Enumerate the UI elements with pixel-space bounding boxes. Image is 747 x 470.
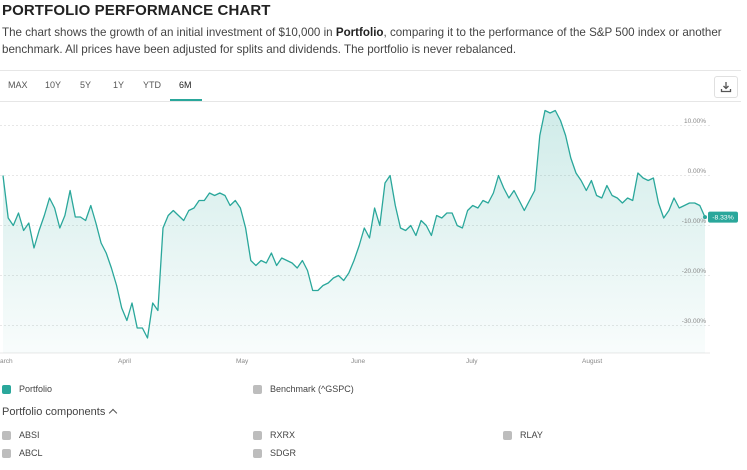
legend-portfolio-label: Portfolio <box>19 384 52 394</box>
x-tick-label: May <box>236 358 249 365</box>
tab-6m[interactable]: 6M <box>179 80 192 90</box>
chart-description: The chart shows the growth of an initial… <box>2 24 732 58</box>
component-label: SDGR <box>270 448 296 458</box>
components-header-label: Portfolio components <box>2 406 105 418</box>
component-label: RLAY <box>520 430 543 440</box>
desc-portfolio-name: Portfolio <box>336 26 384 39</box>
component-item[interactable]: SDGR <box>253 448 296 458</box>
x-tick-label: July <box>466 358 478 365</box>
page-title: PORTFOLIO PERFORMANCE CHART <box>2 2 271 19</box>
x-tick-label: arch <box>0 358 13 365</box>
legend-benchmark[interactable]: Benchmark (^GSPC) <box>253 384 354 394</box>
time-range-tabs: MAX 10Y 5Y 1Y YTD 6M <box>0 70 741 102</box>
legend-benchmark-swatch <box>253 385 262 394</box>
portfolio-area <box>3 111 705 354</box>
component-label: RXRX <box>270 430 295 440</box>
tab-ytd[interactable]: YTD <box>143 80 161 90</box>
component-item[interactable]: ABCL <box>2 448 43 458</box>
legend-benchmark-label: Benchmark (^GSPC) <box>270 384 354 394</box>
y-tick-label: 10.00% <box>684 118 706 125</box>
active-tab-indicator <box>170 99 202 101</box>
component-label: ABSI <box>19 430 40 440</box>
component-label: ABCL <box>19 448 43 458</box>
desc-text-1: The chart shows the growth of an initial… <box>2 26 336 39</box>
legend-portfolio-swatch <box>2 385 11 394</box>
y-tick-label: -20.00% <box>682 268 706 275</box>
tab-10y[interactable]: 10Y <box>45 80 61 90</box>
y-tick-label: -30.00% <box>682 318 706 325</box>
performance-chart[interactable]: 10.00% 0.00% -10.00% -20.00% -30.00% arch Apri… <box>0 103 747 373</box>
component-swatch <box>253 431 262 440</box>
tab-5y[interactable]: 5Y <box>80 80 91 90</box>
download-icon <box>720 81 732 93</box>
current-value-label: -8.33% <box>712 215 734 222</box>
y-tick-label: 0.00% <box>688 168 707 175</box>
component-swatch <box>2 431 11 440</box>
tab-1y[interactable]: 1Y <box>113 80 124 90</box>
component-swatch <box>2 449 11 458</box>
component-item[interactable]: ABSI <box>2 430 40 440</box>
tab-max[interactable]: MAX <box>8 80 28 90</box>
x-tick-label: April <box>118 358 132 365</box>
x-tick-label: June <box>351 358 365 365</box>
x-tick-label: August <box>582 358 602 365</box>
component-swatch <box>503 431 512 440</box>
chart-svg[interactable]: 10.00% 0.00% -10.00% -20.00% -30.00% arch Apri… <box>0 103 747 373</box>
portfolio-components-toggle[interactable]: Portfolio components <box>2 406 116 418</box>
download-button[interactable] <box>714 76 738 98</box>
y-tick-label: -10.00% <box>682 218 706 225</box>
component-swatch <box>253 449 262 458</box>
component-item[interactable]: RLAY <box>503 430 543 440</box>
legend-portfolio[interactable]: Portfolio <box>2 384 52 394</box>
component-item[interactable]: RXRX <box>253 430 295 440</box>
chevron-up-icon <box>109 408 117 416</box>
